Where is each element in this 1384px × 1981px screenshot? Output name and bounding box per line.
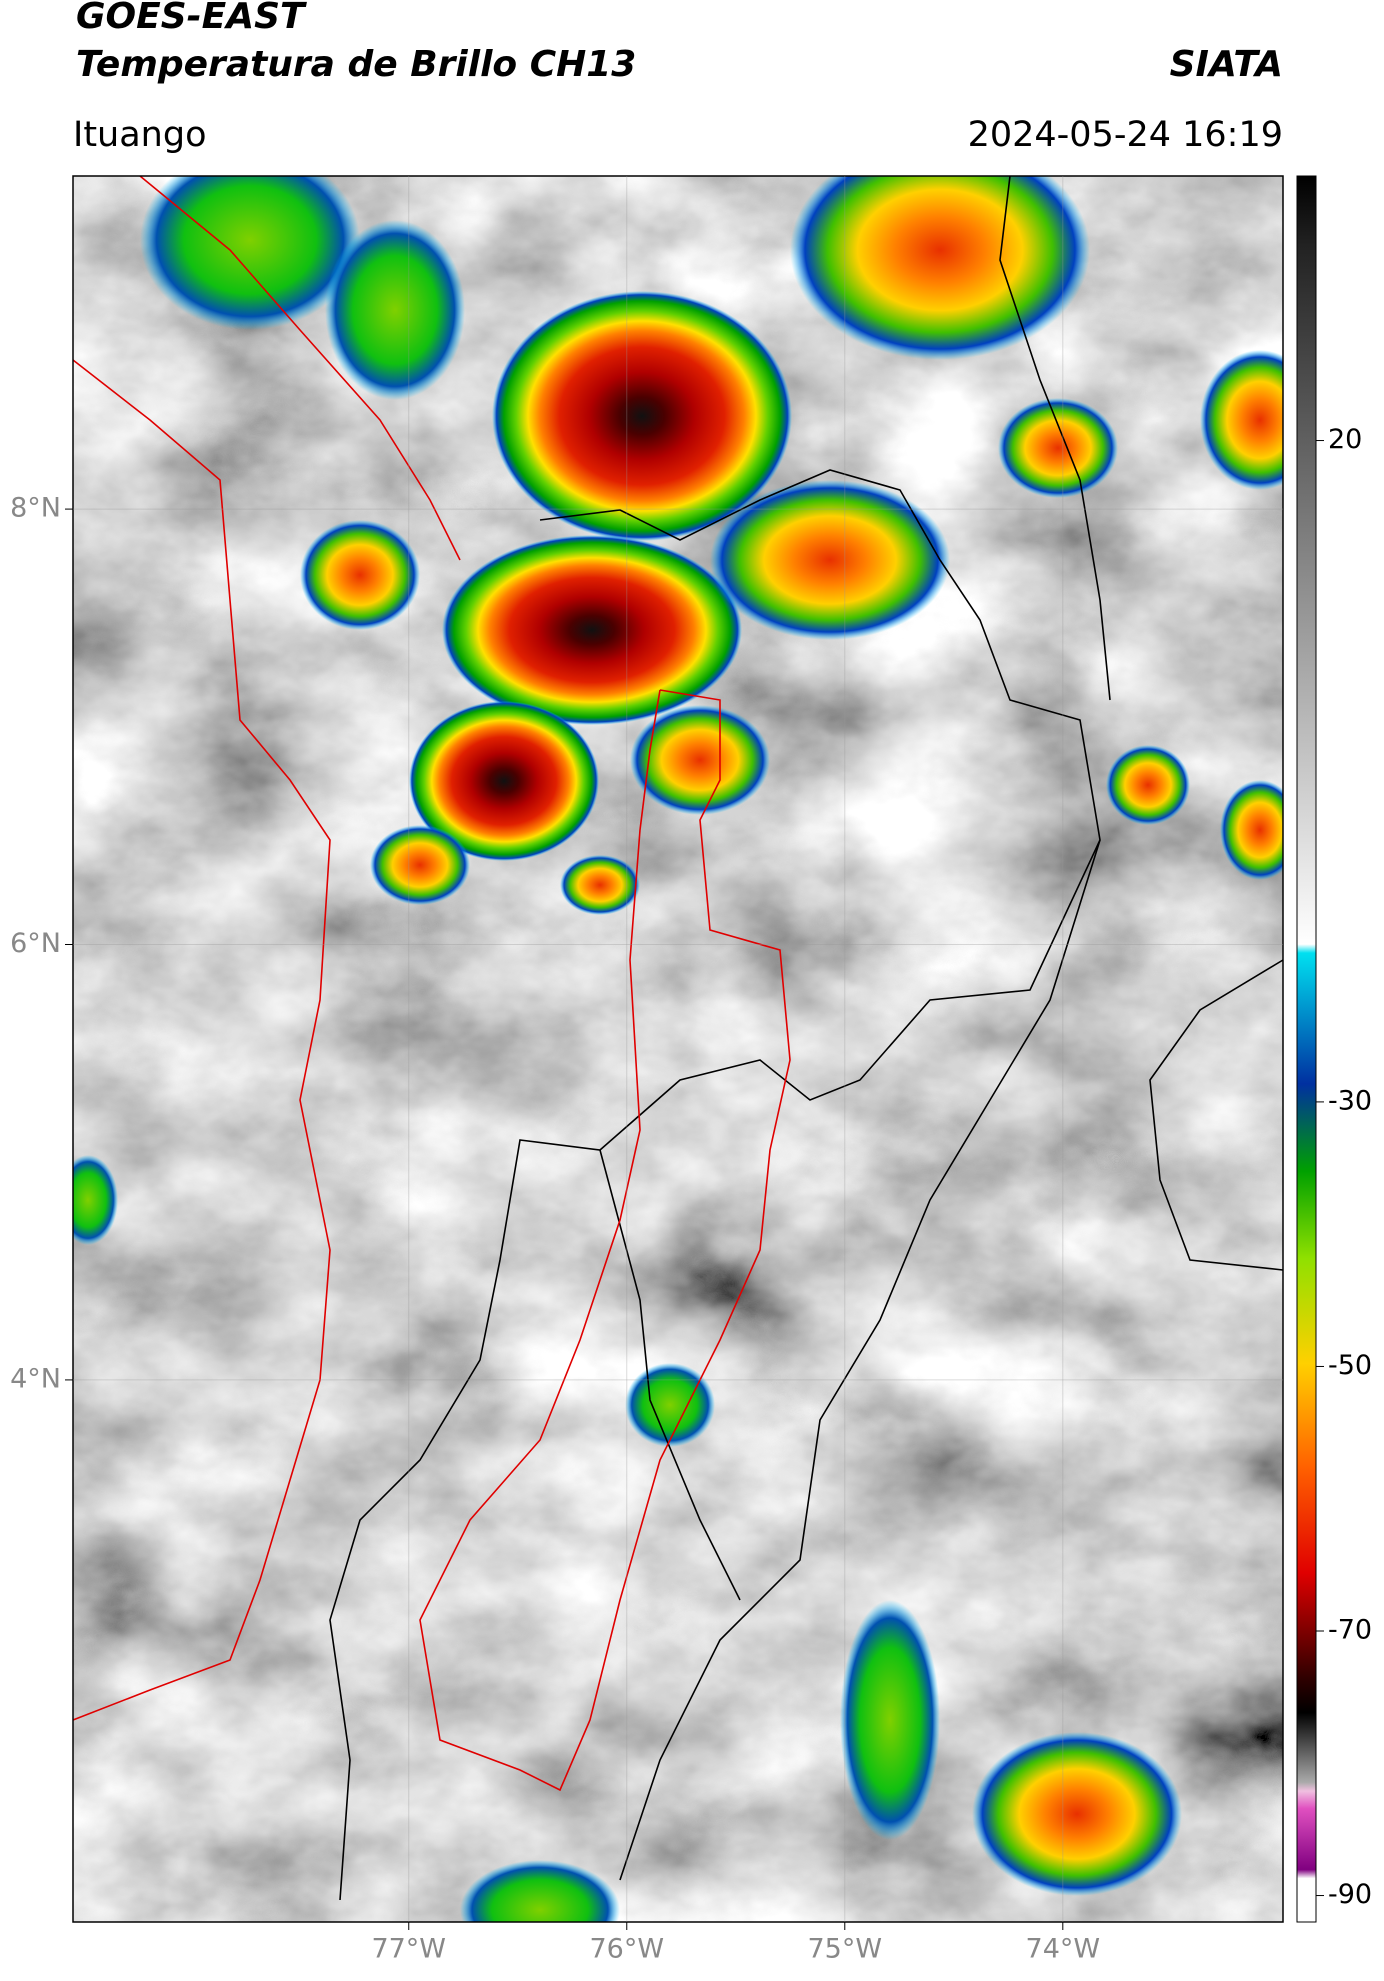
cell	[140, 176, 360, 330]
cell	[73, 1155, 118, 1245]
cell	[442, 535, 742, 725]
cell	[492, 291, 792, 541]
title: GOES-EAST	[76, 0, 307, 37]
cell	[840, 1600, 940, 1840]
map-frame	[72, 175, 1284, 1923]
cell	[300, 520, 420, 630]
colorbar	[1296, 175, 1317, 1923]
y-tick-label: 8°N	[10, 493, 61, 524]
datetime: 2024-05-24 16:19	[968, 115, 1283, 155]
x-tick-label: 74°W	[1026, 1934, 1101, 1965]
cell	[460, 1860, 620, 1922]
cell	[1200, 350, 1283, 490]
x-tick-label: 75°W	[808, 1934, 883, 1965]
colorbar-tick-label: -90	[1328, 1879, 1372, 1910]
border	[329, 469, 1101, 1901]
colorbar-tick-label: -50	[1328, 1350, 1372, 1381]
cell	[1220, 780, 1283, 880]
subtitle: Temperatura de Brillo CH13	[76, 44, 636, 85]
map	[73, 176, 1283, 1922]
location: Ituango	[73, 115, 207, 155]
border	[73, 176, 791, 1792]
cell	[325, 220, 465, 400]
colorbar-tick-label: 20	[1328, 424, 1362, 455]
graticule	[73, 176, 1283, 1922]
x-tick-label: 77°W	[371, 1934, 446, 1965]
y-tick-label: 4°N	[10, 1363, 61, 1394]
y-tick-label: 6°N	[10, 928, 61, 959]
cell	[972, 1732, 1182, 1896]
cell	[630, 705, 770, 815]
colorbar-tick-label: -70	[1328, 1615, 1372, 1646]
border	[599, 176, 1283, 1881]
cell	[560, 855, 640, 915]
cell	[710, 480, 950, 640]
x-tick-label: 76°W	[589, 1934, 664, 1965]
cell	[1106, 745, 1190, 825]
boundaries	[73, 176, 1283, 1901]
cell	[625, 1363, 715, 1447]
cell	[998, 398, 1118, 498]
colorbar-tick-label: -30	[1328, 1085, 1372, 1116]
source: SIATA	[1170, 44, 1283, 85]
cell	[370, 825, 470, 905]
convective-cells	[73, 176, 1283, 1922]
cell	[790, 176, 1090, 360]
ticks: 77°W 76°W 75°W 74°W 8°N 6°N 4°N 20 -30 -50 -70 -90	[10, 424, 1372, 1964]
cell	[409, 701, 599, 861]
